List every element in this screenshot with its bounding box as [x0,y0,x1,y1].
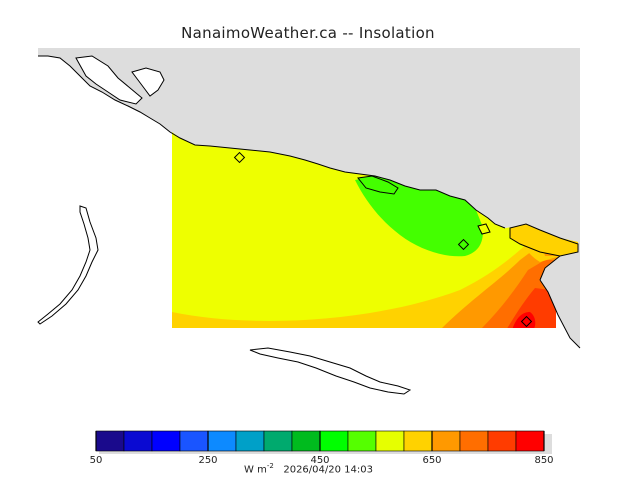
legend-bin-12 [431,430,461,452]
legend-tick-label-0: 50 [90,455,103,466]
east-peninsula [509,223,579,257]
legend-bin-4 [207,430,237,452]
station-marker-1 [233,151,246,164]
legend-ticks: 50 250 450 650 850 [90,431,554,466]
coastline [38,55,581,349]
legend-tick-label-1: 250 [198,455,217,466]
legend-bin-8 [319,430,349,452]
legend-bin-13 [459,430,489,452]
station-marker-3 [520,315,533,328]
legend-tick-label-4: 850 [534,455,553,466]
legend-bin-0 [95,430,125,452]
mainland-land [38,48,580,348]
island-green [357,175,399,195]
legend-bin-11 [403,430,433,452]
station-marker-2 [457,238,470,251]
island-north-1 [75,55,143,105]
legend-bin-9 [347,430,377,452]
island-west [37,205,99,325]
legend-bin-3 [179,430,209,452]
unit-prefix: W m [244,464,267,476]
legend-bin-10 [375,430,405,452]
legend-tick-label-2: 450 [310,455,329,466]
legend-bins [95,430,545,452]
legend-bin-6 [263,430,293,452]
field-band-500 [355,176,483,257]
legend-bin-1 [123,430,153,452]
legend-tick-label-3: 650 [422,455,441,466]
island-south [249,347,412,395]
island-north-2 [131,67,165,97]
inlet-islet [477,223,491,235]
legend-bin-5 [235,430,265,452]
legend-bin-7 [291,430,321,452]
map-footer: W m-2 2026/04/20 14:03 [244,462,373,475]
map-title: NanaimoWeather.ca -- Insolation [181,24,435,42]
map-timestamp: 2026/04/20 14:03 [283,464,373,476]
legend-bin-15 [515,430,545,452]
legend-bin-14 [487,430,517,452]
unit-exponent: -2 [266,462,274,470]
legend-bin-2 [151,430,181,452]
